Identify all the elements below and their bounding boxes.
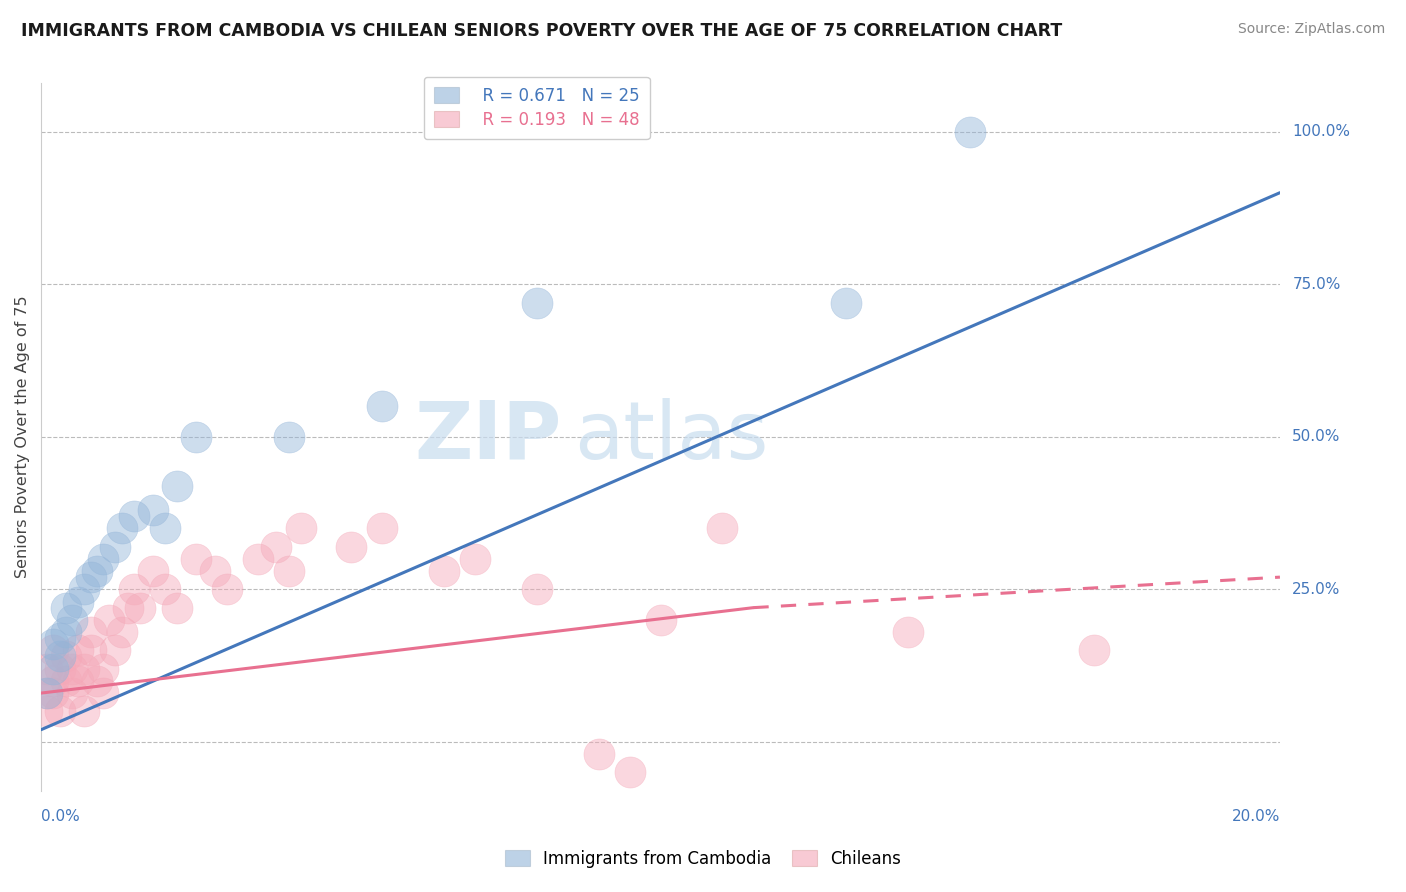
Text: IMMIGRANTS FROM CAMBODIA VS CHILEAN SENIORS POVERTY OVER THE AGE OF 75 CORRELATI: IMMIGRANTS FROM CAMBODIA VS CHILEAN SENI…	[21, 22, 1063, 40]
Point	[73, 662, 96, 676]
Text: 75.0%: 75.0%	[1292, 277, 1341, 292]
Point	[48, 705, 70, 719]
Point	[42, 673, 65, 688]
Point	[835, 295, 858, 310]
Text: Source: ZipAtlas.com: Source: ZipAtlas.com	[1237, 22, 1385, 37]
Point	[246, 551, 269, 566]
Point	[48, 631, 70, 645]
Point	[153, 521, 176, 535]
Point	[142, 564, 165, 578]
Point	[79, 625, 101, 640]
Point	[42, 686, 65, 700]
Point	[153, 582, 176, 597]
Point	[86, 564, 108, 578]
Point	[184, 430, 207, 444]
Legend: Immigrants from Cambodia, Chileans: Immigrants from Cambodia, Chileans	[499, 844, 907, 875]
Text: 20.0%: 20.0%	[1232, 809, 1279, 824]
Point	[1083, 643, 1105, 657]
Point	[166, 478, 188, 492]
Point	[60, 613, 83, 627]
Point	[67, 643, 90, 657]
Point	[433, 564, 456, 578]
Point	[122, 582, 145, 597]
Point	[650, 613, 672, 627]
Point	[79, 643, 101, 657]
Point	[122, 509, 145, 524]
Text: atlas: atlas	[574, 398, 768, 475]
Point	[67, 673, 90, 688]
Point	[37, 686, 59, 700]
Point	[371, 399, 394, 413]
Point	[184, 551, 207, 566]
Point	[79, 570, 101, 584]
Point	[588, 747, 610, 761]
Point	[111, 521, 134, 535]
Point	[60, 662, 83, 676]
Point	[91, 662, 114, 676]
Point	[104, 540, 127, 554]
Point	[37, 662, 59, 676]
Point	[42, 662, 65, 676]
Point	[204, 564, 226, 578]
Point	[117, 600, 139, 615]
Point	[619, 765, 641, 780]
Point	[526, 582, 548, 597]
Point	[897, 625, 920, 640]
Point	[104, 643, 127, 657]
Text: 25.0%: 25.0%	[1292, 582, 1341, 597]
Point	[526, 295, 548, 310]
Point	[98, 613, 121, 627]
Point	[711, 521, 734, 535]
Point	[73, 582, 96, 597]
Point	[55, 625, 77, 640]
Point	[48, 662, 70, 676]
Y-axis label: Seniors Poverty Over the Age of 75: Seniors Poverty Over the Age of 75	[15, 295, 30, 578]
Text: 100.0%: 100.0%	[1292, 124, 1350, 139]
Point	[91, 551, 114, 566]
Point	[55, 600, 77, 615]
Text: 50.0%: 50.0%	[1292, 429, 1341, 444]
Point	[42, 637, 65, 651]
Point	[142, 503, 165, 517]
Point	[86, 673, 108, 688]
Point	[290, 521, 312, 535]
Text: ZIP: ZIP	[415, 398, 561, 475]
Point	[48, 649, 70, 664]
Point	[42, 643, 65, 657]
Point	[959, 125, 981, 139]
Point	[371, 521, 394, 535]
Point	[277, 564, 299, 578]
Point	[37, 686, 59, 700]
Point	[73, 705, 96, 719]
Point	[111, 625, 134, 640]
Point	[67, 594, 90, 608]
Point	[340, 540, 363, 554]
Point	[129, 600, 152, 615]
Legend:   R = 0.671   N = 25,   R = 0.193   N = 48: R = 0.671 N = 25, R = 0.193 N = 48	[423, 77, 650, 139]
Point	[277, 430, 299, 444]
Point	[55, 649, 77, 664]
Point	[166, 600, 188, 615]
Point	[37, 705, 59, 719]
Text: 0.0%: 0.0%	[41, 809, 80, 824]
Point	[266, 540, 288, 554]
Point	[215, 582, 238, 597]
Point	[60, 686, 83, 700]
Point	[91, 686, 114, 700]
Point	[464, 551, 486, 566]
Point	[55, 673, 77, 688]
